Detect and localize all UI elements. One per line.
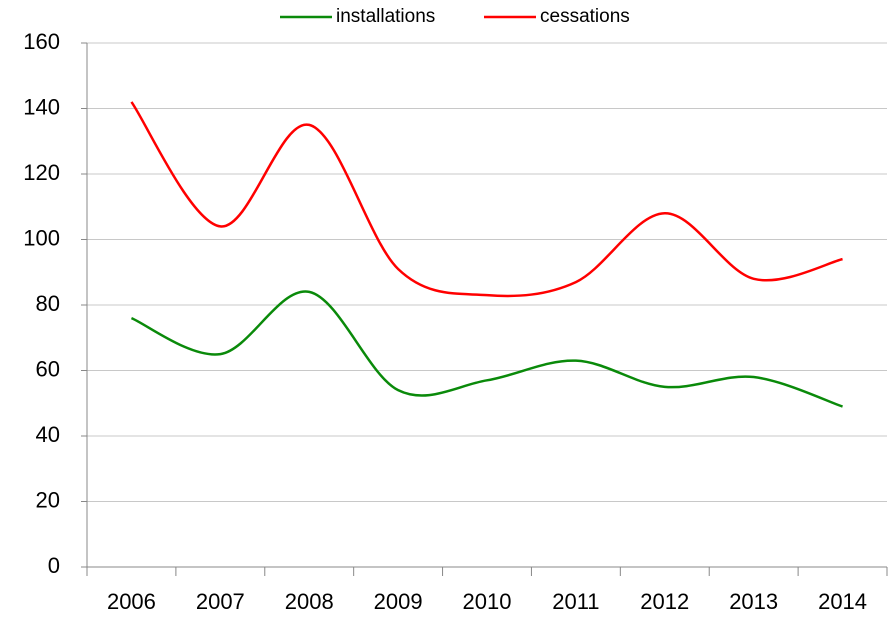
y-tick-label: 120	[23, 160, 60, 185]
x-tick-label: 2013	[729, 589, 778, 614]
y-tick-label: 80	[36, 291, 60, 316]
x-tick-label: 2008	[285, 589, 334, 614]
series-line	[130, 101, 843, 298]
legend-label: installations	[336, 6, 435, 27]
y-tick-label: 20	[36, 487, 60, 512]
legend-label: cessations	[540, 6, 630, 27]
x-tick-label: 2009	[374, 589, 423, 614]
x-tick-label: 2006	[107, 589, 156, 614]
y-tick-label: 60	[36, 356, 60, 381]
y-tick-label: 0	[48, 553, 60, 578]
y-tick-label: 160	[23, 29, 60, 54]
y-tick-label: 40	[36, 422, 60, 447]
x-tick-label: 2012	[640, 589, 689, 614]
y-tick-label: 140	[23, 94, 60, 119]
x-tick-label: 2011	[552, 589, 599, 614]
x-tick-label: 2014	[818, 589, 867, 614]
series-line	[130, 290, 843, 408]
x-tick-label: 2007	[196, 589, 245, 614]
y-tick-label: 100	[23, 225, 60, 250]
x-tick-label: 2010	[463, 589, 512, 614]
